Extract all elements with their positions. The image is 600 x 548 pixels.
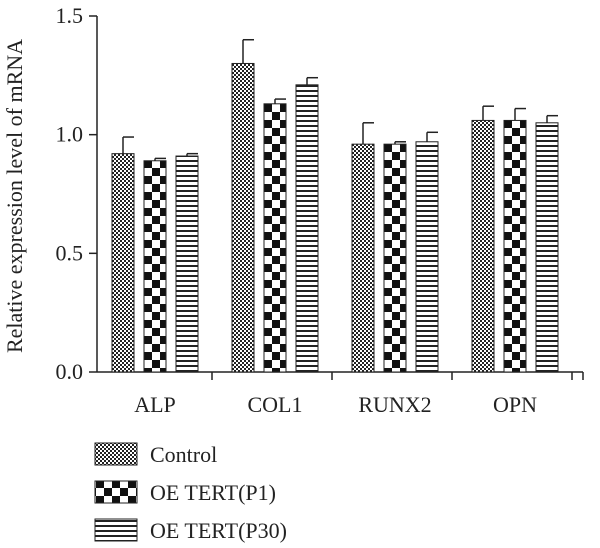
bar-3-alp xyxy=(175,155,199,373)
y-axis-title: Relative expression level of mRNA xyxy=(2,39,27,353)
error-bar xyxy=(274,98,286,104)
legend-label: OE TERT(P1) xyxy=(150,480,276,505)
error-bar xyxy=(242,38,254,64)
error-bar xyxy=(122,136,134,154)
error-bar xyxy=(154,157,166,161)
error-bar xyxy=(546,114,558,123)
bar-2-alp xyxy=(143,160,167,373)
bar-1-opn xyxy=(471,119,495,373)
legend-label: Control xyxy=(150,442,217,467)
bar-2-runx2 xyxy=(383,143,407,373)
error-bar xyxy=(426,131,438,142)
legend-swatch xyxy=(94,442,138,466)
error-bars-group xyxy=(122,38,558,161)
bar-1-alp xyxy=(111,153,135,373)
error-bar xyxy=(514,107,526,121)
bar-3-opn xyxy=(535,122,559,373)
y-tick-label: 0.5 xyxy=(56,240,84,265)
bar-3-col1 xyxy=(295,84,319,373)
legend-swatch xyxy=(94,480,138,504)
legend: Control OE TERT(P1) OE TERT(P30) xyxy=(94,442,287,543)
error-bar xyxy=(362,122,374,145)
bar-3-runx2 xyxy=(415,141,439,373)
x-category-label: ALP xyxy=(134,392,176,417)
y-tick-label: 1.0 xyxy=(56,122,84,147)
error-bar xyxy=(186,152,198,157)
y-tick-label: 1.5 xyxy=(56,3,84,28)
error-bar xyxy=(482,105,494,121)
x-category-label: RUNX2 xyxy=(358,392,431,417)
error-bar xyxy=(306,76,318,85)
bar-1-runx2 xyxy=(351,143,375,373)
x-axis: ALP COL1 RUNX2 OPN xyxy=(97,371,584,417)
legend-swatch xyxy=(94,518,138,542)
y-axis: 0.0 0.5 1.0 1.5 xyxy=(56,3,98,384)
bar-2-opn xyxy=(503,119,527,373)
y-tick-label: 0.0 xyxy=(56,359,84,384)
x-category-label: OPN xyxy=(493,392,537,417)
bar-1-col1 xyxy=(231,62,255,373)
bar-2-col1 xyxy=(263,103,287,373)
legend-label: OE TERT(P30) xyxy=(150,518,287,543)
bar-series-group xyxy=(111,62,559,373)
error-bar xyxy=(394,141,406,145)
x-category-label: COL1 xyxy=(248,392,303,417)
